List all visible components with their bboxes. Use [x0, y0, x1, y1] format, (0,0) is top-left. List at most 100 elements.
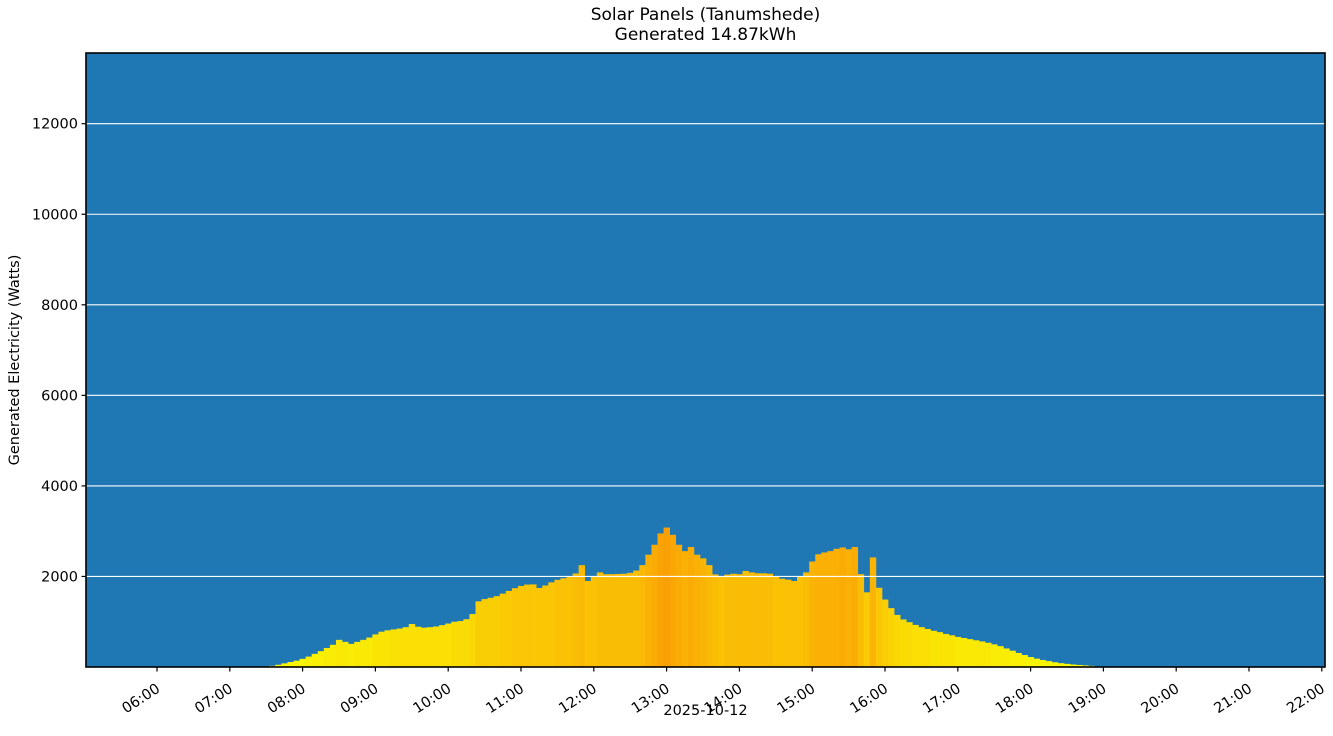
- generation-bar: [821, 552, 828, 667]
- generation-bar: [560, 578, 567, 667]
- generation-bar: [1051, 662, 1059, 667]
- generation-bar: [1076, 664, 1083, 667]
- y-tick-label: 10000: [32, 207, 78, 223]
- generation-bar: [305, 656, 313, 667]
- y-tick-label: 8000: [41, 298, 78, 314]
- generation-bar: [439, 625, 446, 667]
- generation-bar: [712, 574, 719, 667]
- y-tick-label: 6000: [41, 388, 78, 404]
- generation-bar: [730, 573, 737, 667]
- chart-subtitle: Generated 14.87kWh: [614, 25, 797, 45]
- generation-bar: [1063, 663, 1071, 667]
- generation-bar: [888, 608, 895, 667]
- generation-bar: [639, 565, 646, 667]
- generation-bar: [718, 576, 725, 667]
- generation-bar: [329, 644, 337, 667]
- generation-bar: [875, 587, 883, 667]
- plot-border: [85, 52, 1326, 668]
- generation-bar: [396, 628, 404, 667]
- generation-bar: [851, 547, 859, 667]
- generation-bar: [797, 576, 804, 667]
- generation-bar: [663, 527, 670, 667]
- chart-title-block: Solar Panels (Tanumshede) Generated 14.8…: [86, 5, 1325, 45]
- generation-bar: [845, 549, 852, 667]
- generation-bar: [281, 663, 288, 667]
- generation-bar: [645, 554, 652, 667]
- generation-bar: [590, 576, 598, 667]
- generation-bar: [469, 614, 476, 667]
- generation-bar: [754, 573, 761, 667]
- y-tick-label: 12000: [32, 117, 78, 133]
- generation-bar: [1003, 648, 1010, 667]
- generation-bar: [657, 533, 664, 667]
- generation-bar: [445, 623, 452, 667]
- generation-bar: [433, 626, 440, 667]
- generation-bar: [900, 619, 907, 667]
- generation-bar: [511, 588, 519, 667]
- y-axis-ticks: 2000 4000 6000 8000 10000 12000: [32, 117, 86, 586]
- generation-bar: [881, 599, 889, 667]
- generation-bar: [542, 585, 549, 667]
- y-axis-label: Generated Electricity (Watts): [7, 254, 23, 466]
- generation-bar: [481, 599, 488, 667]
- generation-bar: [942, 633, 950, 667]
- generation-bar: [1057, 663, 1065, 667]
- generation-bar: [954, 636, 962, 667]
- generation-bar: [566, 576, 573, 667]
- generation-bar: [311, 653, 319, 667]
- generation-bar: [1070, 664, 1077, 667]
- generation-bar: [499, 593, 507, 667]
- generation-bar: [633, 570, 640, 667]
- generation-bar: [827, 551, 834, 667]
- generation-bar: [420, 627, 428, 667]
- generation-bar: [699, 558, 707, 667]
- generation-bar: [979, 641, 986, 667]
- generation-bar: [414, 626, 422, 667]
- generation-bar: [299, 658, 306, 667]
- chart-title: Solar Panels (Tanumshede): [590, 5, 821, 25]
- generation-bar: [608, 574, 616, 667]
- generation-bar: [972, 640, 980, 667]
- generation-bar: [287, 662, 294, 667]
- generation-bar: [572, 573, 579, 667]
- generation-bar: [912, 624, 919, 667]
- generation-bar: [997, 646, 1004, 667]
- generation-bar: [554, 579, 561, 667]
- generation-bar: [991, 644, 998, 667]
- generation-bar: [948, 635, 956, 667]
- generation-bar: [596, 572, 604, 667]
- generation-bar: [748, 572, 755, 667]
- generation-bar: [1045, 661, 1053, 667]
- generation-bar: [985, 642, 992, 667]
- generation-bar: [378, 631, 385, 667]
- generation-bar: [408, 623, 416, 667]
- generation-bar: [463, 619, 470, 667]
- generation-bar: [784, 579, 792, 667]
- generation-bar: [293, 660, 300, 667]
- generation-bar: [863, 592, 871, 667]
- generation-bar: [766, 573, 774, 667]
- generation-bar: [372, 634, 379, 667]
- generation-bar: [1033, 658, 1041, 667]
- generation-bar: [384, 630, 391, 667]
- y-tick-label: 2000: [41, 570, 78, 586]
- generation-bar: [675, 544, 683, 667]
- generation-bar: [936, 632, 943, 667]
- generation-bar: [742, 571, 749, 667]
- generation-bar: [627, 572, 634, 667]
- generation-bar: [275, 664, 282, 667]
- generation-bar: [687, 547, 695, 667]
- generation-bar: [918, 627, 925, 667]
- generation-bar: [1039, 659, 1047, 667]
- generation-bar: [505, 590, 513, 667]
- generation-bar: [584, 580, 592, 667]
- generation-bar: [1009, 650, 1016, 667]
- generation-bar: [1027, 657, 1034, 667]
- generation-bar: [426, 627, 434, 667]
- generation-bar: [894, 614, 901, 667]
- generation-bar: [706, 565, 713, 667]
- generation-bar: [809, 561, 816, 667]
- generation-bar: [342, 641, 349, 667]
- generation-bar: [390, 629, 397, 667]
